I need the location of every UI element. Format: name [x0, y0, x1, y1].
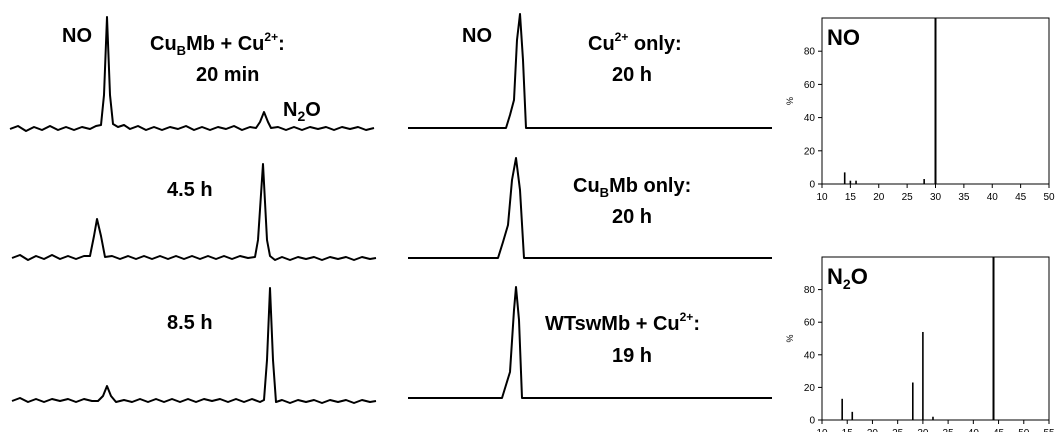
- plot-frame: [821, 256, 1050, 421]
- x-tick-label: 20: [873, 192, 885, 203]
- y-tick-label: 0: [809, 416, 815, 427]
- x-tick-label: 15: [845, 192, 857, 203]
- chart-title: N2O: [827, 264, 868, 292]
- y-tick-label: 0: [809, 180, 815, 191]
- time-label-20h-b: 20 h: [612, 206, 652, 228]
- time-label-19h: 19 h: [612, 345, 652, 367]
- y-tick-label: 40: [804, 113, 816, 124]
- chromatogram-trace-4-5h: [11, 163, 377, 261]
- x-tick-label: 10: [816, 428, 828, 432]
- sample-label-cu-only: Cu2+ only:: [588, 30, 682, 55]
- x-tick-label: 40: [968, 428, 980, 432]
- x-tick-label: 55: [1043, 428, 1055, 432]
- time-label-8-5h: 8.5 h: [167, 312, 213, 334]
- trace-panel-3: 8.5 h: [11, 287, 377, 404]
- x-tick-label: 45: [1015, 192, 1027, 203]
- x-tick-label: 25: [902, 192, 914, 203]
- mass-spectrum-n2o: 02040608010152025303540455055%m/zN2O: [785, 256, 1055, 432]
- x-tick-label: 50: [1043, 192, 1055, 203]
- peak-label-no: NO: [62, 25, 92, 47]
- peak-label-no-control: NO: [462, 25, 492, 47]
- chromatogram-trace-cubmb-only: [408, 157, 772, 259]
- sample-label-wtswmb-cu: WTswMb + Cu2+:: [545, 310, 700, 335]
- chromatogram-trace-wtswmb-cu: [408, 286, 772, 399]
- sample-label-cubmb-cu: CuBMb + Cu2+:: [150, 30, 285, 58]
- x-tick-label: 40: [987, 192, 999, 203]
- x-tick-label: 50: [1018, 428, 1030, 432]
- y-tick-label: 20: [804, 146, 816, 157]
- time-label-20min: 20 min: [196, 64, 259, 86]
- chart-title: NO: [827, 25, 860, 50]
- y-tick-label: 80: [804, 285, 816, 296]
- y-tick-label: 40: [804, 350, 816, 361]
- sample-label-cubmb-only: CuBMb only:: [573, 175, 691, 200]
- chromatogram-trace-cu-only: [408, 13, 772, 129]
- time-label-20h-a: 20 h: [612, 64, 652, 86]
- y-tick-label: 80: [804, 47, 816, 58]
- y-axis-label: %: [785, 334, 795, 342]
- x-tick-label: 10: [816, 192, 828, 203]
- chromatogram-trace-cubmb-20min: [9, 16, 375, 132]
- mass-spectrum-no: 0 20 40 60 80 10 15 20 25 30 35 40 45 50% NO: [785, 17, 1055, 203]
- x-tick-label: 45: [993, 428, 1005, 432]
- x-tick-label: 20: [867, 428, 879, 432]
- trace-panel-1: NO CuBMb + Cu2+: 20 min N2O: [9, 16, 375, 132]
- x-tick-label: 15: [842, 428, 854, 432]
- trace-panel-4: NO Cu2+ only: 20 h: [408, 13, 772, 129]
- y-tick-label: 60: [804, 318, 816, 329]
- y-tick-label: 20: [804, 383, 816, 394]
- trace-panel-5: CuBMb only: 20 h: [408, 157, 772, 259]
- trace-panel-6: WTswMb + Cu2+: 19 h: [408, 286, 772, 399]
- x-tick-label: 30: [930, 192, 942, 203]
- x-tick-label: 35: [943, 428, 955, 432]
- y-tick-label: 60: [804, 80, 816, 91]
- x-tick-label: 25: [892, 428, 904, 432]
- time-label-4-5h: 4.5 h: [167, 179, 213, 201]
- chromatogram-trace-8-5h: [11, 287, 377, 404]
- y-axis-label: %: [785, 97, 795, 105]
- x-tick-label: 35: [958, 192, 970, 203]
- peak-label-n2o: N2O: [283, 99, 321, 124]
- trace-panel-2: 4.5 h: [11, 163, 377, 261]
- x-tick-label: 30: [917, 428, 929, 432]
